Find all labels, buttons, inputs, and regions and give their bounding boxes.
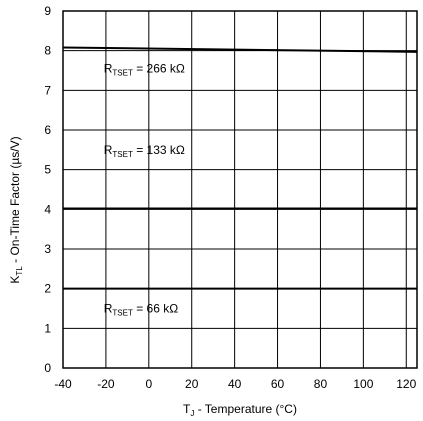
- y-tick-label: 6: [44, 123, 51, 137]
- y-tick-label: 9: [44, 4, 51, 18]
- x-tick-label: 60: [271, 377, 285, 391]
- y-tick-label: 5: [44, 163, 51, 177]
- series-line: [62, 46, 418, 53]
- y-tick-label: 0: [44, 361, 51, 375]
- y-tick-label: 2: [44, 282, 51, 296]
- y-tick-labels: 0 1 2 3 4 5 6 7 8 9: [44, 4, 51, 375]
- series-annotation: RTSET = 266 kΩ: [104, 62, 185, 78]
- x-tick-label: 40: [228, 377, 242, 391]
- x-tick-label: 20: [185, 377, 199, 391]
- series-annotation: RTSET = 66 kΩ: [104, 302, 178, 318]
- y-tick-label: 7: [44, 83, 51, 97]
- y-tick-label: 4: [44, 202, 51, 216]
- x-tick-label: 120: [396, 377, 416, 391]
- x-axis-label: TJ - Temperature (°C): [183, 402, 297, 418]
- series-annotation: RTSET = 133 kΩ: [104, 143, 185, 159]
- x-tick-labels: -40 -20 0 20 40 60 80 100 120: [54, 377, 416, 391]
- x-tick-label: 100: [353, 377, 373, 391]
- series-lines: [62, 46, 418, 290]
- x-tick-label: 80: [314, 377, 328, 391]
- plot-frame: [62, 10, 418, 369]
- y-axis-label: KTL - On-Time Factor (µs/V): [8, 136, 24, 283]
- x-tick-label: -20: [97, 377, 115, 391]
- y-tick-label: 1: [44, 321, 51, 335]
- y-tick-label: 3: [44, 242, 51, 256]
- annotations: RTSET = 266 kΩ RTSET = 133 kΩ RTSET = 66 k…: [104, 62, 185, 318]
- y-tick-label: 8: [44, 44, 51, 58]
- x-tick-label: 0: [145, 377, 152, 391]
- x-tick-label: -40: [54, 377, 72, 391]
